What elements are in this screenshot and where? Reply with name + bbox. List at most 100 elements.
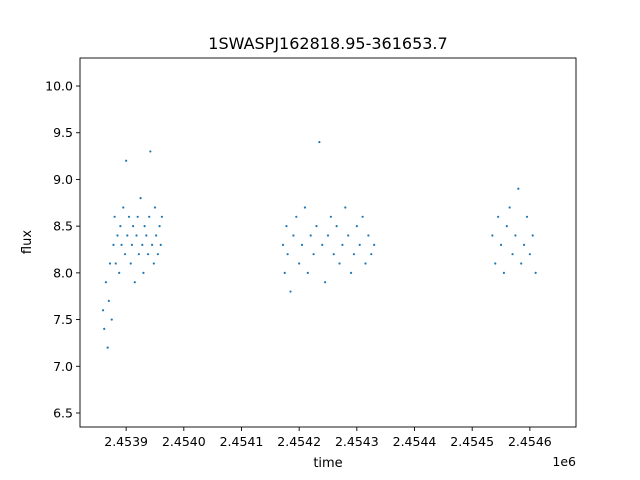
data-point	[103, 327, 106, 331]
data-point	[511, 253, 514, 256]
data-point	[112, 243, 115, 246]
data-point	[135, 234, 138, 237]
data-point	[130, 243, 134, 246]
data-point	[155, 234, 158, 237]
data-point	[531, 234, 534, 237]
data-point	[119, 225, 122, 228]
data-point	[364, 262, 367, 265]
data-point	[494, 262, 497, 265]
data-point	[120, 243, 123, 246]
data-point	[160, 215, 163, 218]
data-point	[300, 243, 304, 246]
y-tick-label: 7.0	[53, 359, 73, 374]
data-point	[367, 234, 370, 237]
data-point	[283, 271, 286, 274]
data-point	[499, 243, 503, 246]
data-point	[373, 243, 376, 246]
data-point	[505, 225, 508, 228]
data-point	[324, 281, 327, 284]
data-point	[108, 262, 112, 265]
data-point	[335, 225, 338, 228]
data-point	[361, 215, 364, 218]
data-point	[146, 253, 150, 256]
data-point	[152, 262, 155, 265]
data-point	[306, 271, 309, 274]
data-point	[502, 271, 506, 274]
data-point	[142, 271, 145, 274]
data-points	[101, 140, 537, 349]
data-point	[347, 234, 350, 237]
data-point	[150, 243, 154, 246]
data-point	[133, 281, 136, 284]
data-point	[491, 234, 494, 237]
data-point	[303, 206, 307, 209]
x-axis-offset-label: 1e6	[552, 454, 576, 469]
data-point	[286, 253, 289, 256]
data-point	[358, 243, 361, 246]
data-point	[107, 299, 110, 302]
data-point	[118, 271, 121, 274]
data-point	[123, 253, 127, 256]
data-point	[143, 225, 146, 228]
y-axis-label: flux	[20, 230, 35, 254]
data-point	[318, 140, 321, 144]
y-tick-label: 8.5	[53, 219, 73, 234]
y-tick-label: 9.0	[53, 172, 73, 187]
data-point	[148, 215, 151, 218]
data-point	[315, 225, 318, 228]
data-point	[158, 225, 161, 228]
chart-title: 1SWASPJ162818.95-361653.7	[208, 34, 447, 53]
data-point	[522, 243, 526, 246]
data-point	[289, 290, 292, 293]
x-tick-label: 2.4543	[335, 434, 379, 449]
data-point	[114, 262, 117, 265]
data-point	[129, 262, 132, 265]
data-point	[326, 234, 330, 237]
data-point	[329, 215, 332, 218]
plot-frame	[79, 57, 577, 428]
data-point	[281, 243, 285, 246]
data-point	[136, 215, 139, 218]
data-point	[497, 215, 500, 218]
data-point	[508, 206, 511, 209]
data-point	[113, 215, 116, 218]
x-tick-label: 2.4540	[162, 434, 206, 449]
data-point	[528, 253, 531, 256]
data-point	[126, 234, 129, 237]
data-point	[520, 262, 523, 265]
x-tick-label: 2.4541	[220, 434, 264, 449]
data-point	[145, 234, 148, 237]
y-tick-label: 9.5	[53, 125, 73, 140]
data-point	[312, 253, 315, 256]
data-point	[349, 271, 353, 274]
data-point	[534, 271, 537, 274]
data-point	[127, 215, 131, 218]
data-point	[370, 253, 373, 256]
y-tick-label: 8.0	[53, 265, 73, 280]
data-point	[159, 243, 162, 246]
data-point	[106, 346, 109, 349]
y-tick-label: 10.0	[45, 79, 73, 94]
x-tick-label: 2.4546	[508, 434, 552, 449]
y-tick-label: 6.5	[53, 405, 73, 420]
x-tick-label: 2.4539	[104, 434, 148, 449]
x-tick-label: 2.4542	[277, 434, 321, 449]
data-point	[137, 253, 140, 256]
data-point	[298, 262, 301, 265]
y-axis-ticks: 6.5 7.0 7.5 8.0 8.5 9.0 9.5 10.0	[45, 79, 80, 420]
data-point	[285, 225, 288, 228]
data-point	[141, 243, 144, 246]
data-point	[153, 206, 157, 209]
y-tick-label: 7.5	[53, 312, 73, 327]
x-tick-label: 2.4545	[450, 434, 494, 449]
data-point	[341, 243, 344, 246]
data-point	[355, 225, 358, 228]
data-point	[110, 318, 113, 321]
data-point	[344, 206, 347, 209]
data-point	[352, 253, 356, 256]
x-axis-ticks: 2.4539 2.4540 2.4541 2.4542 2.4543 2.4544 2.45…	[104, 427, 552, 449]
data-point	[309, 234, 312, 237]
data-point	[321, 243, 324, 246]
data-point	[139, 197, 142, 200]
